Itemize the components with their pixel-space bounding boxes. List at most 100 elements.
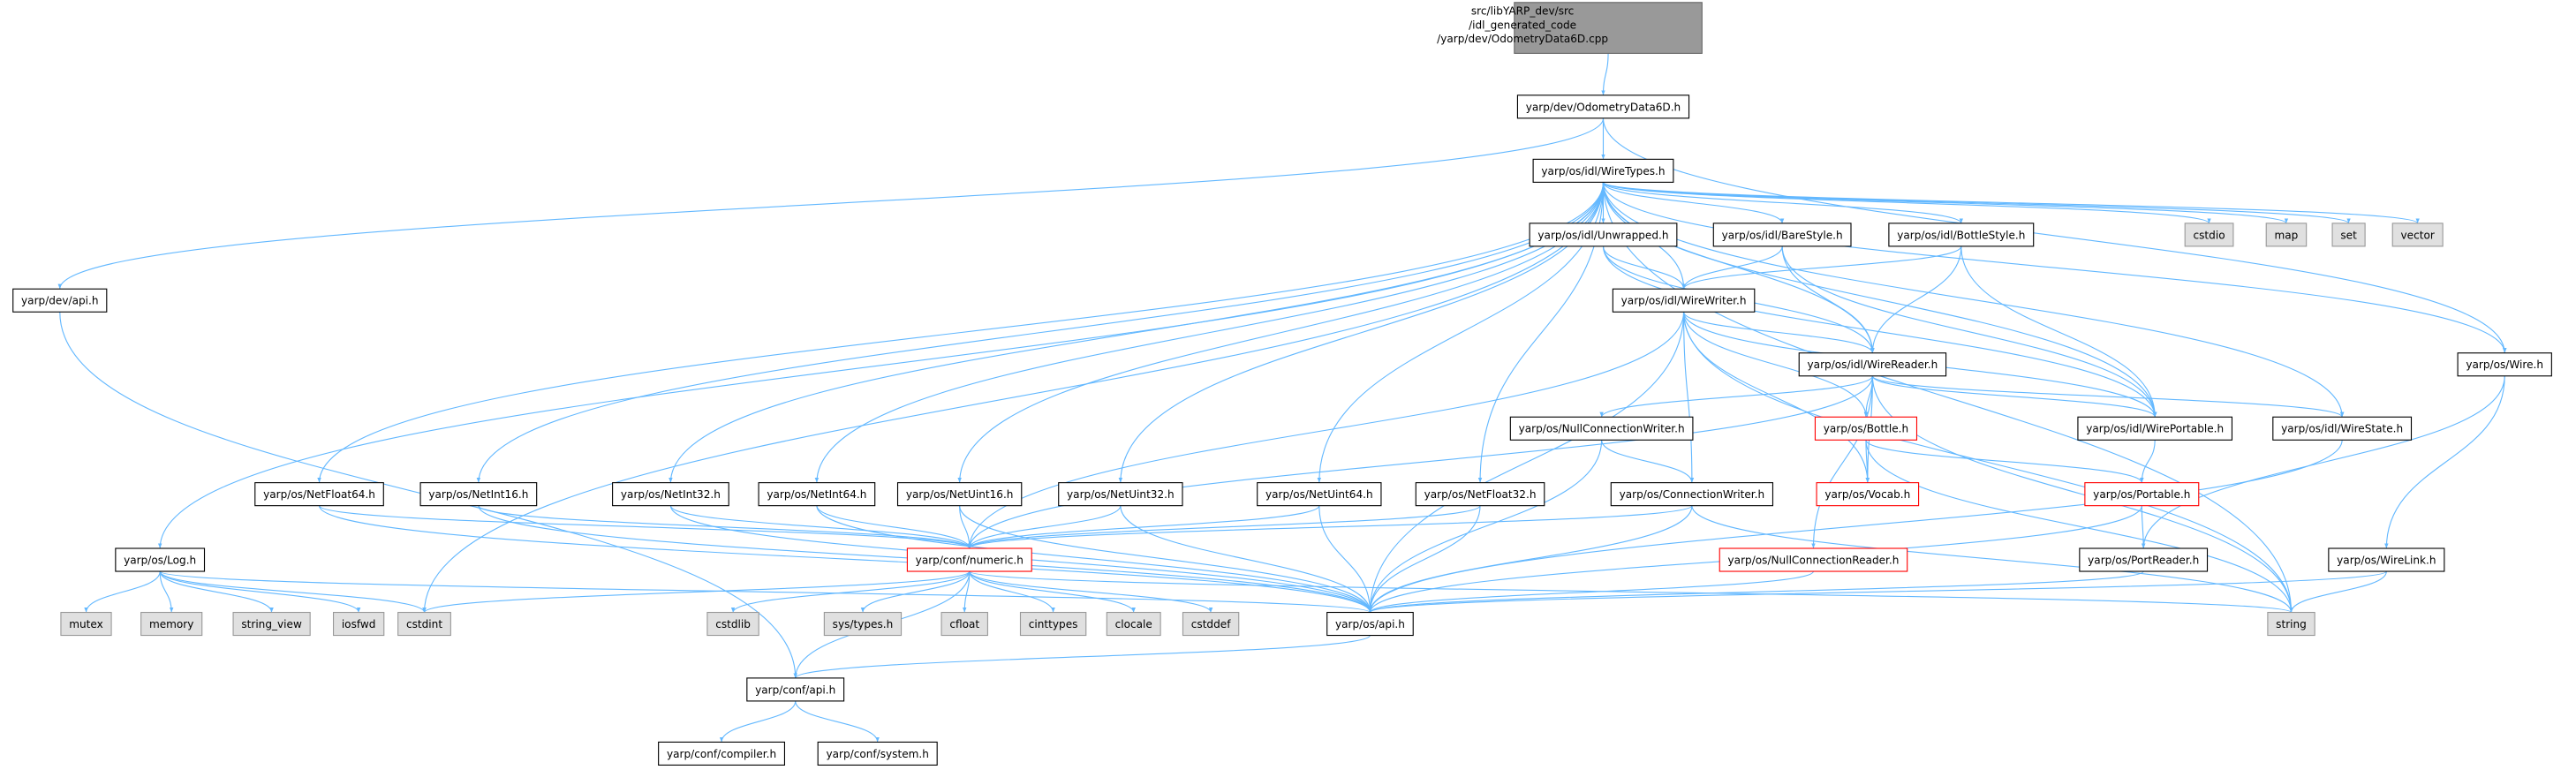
node-label: yarp/os/NetFloat64.h [263,488,375,501]
node-label: cstdio [2194,229,2225,241]
node-box [2265,223,2308,247]
node-box [140,611,203,637]
node-label: yarp/os/idl/BareStyle.h [1722,229,1843,241]
node-box [1888,223,2035,247]
node-box [658,741,786,766]
edge [159,570,427,613]
node: yarp/os/api.h [1326,611,1414,637]
node-box [1509,416,1694,441]
edge [1602,181,2211,224]
node-label: cstdint [406,618,442,630]
node-label: cstdlib [715,618,751,630]
node: yarp/os/NetUint16.h [896,482,1023,507]
node: yarp/os/Portable.h [2084,482,2200,507]
node: memory [140,611,203,637]
node-box [746,677,845,702]
node: cstddef [1182,611,1240,637]
node-box [232,611,311,637]
node-label: yarp/os/idl/WireReader.h [1808,359,1938,371]
node: yarp/os/WireLink.h [2328,547,2445,572]
node: vector [2391,223,2444,247]
node-box [706,611,759,637]
node-label: yarp/os/ConnectionWriter.h [1620,488,1765,501]
node-label: yarp/os/Wire.h [2466,359,2543,371]
edge [1871,375,2345,418]
edge [1870,245,1962,353]
edge [159,570,274,613]
edge [1602,181,2351,224]
node: mutex [60,611,112,637]
node-box [2272,416,2413,441]
edge [1781,245,2157,418]
node-label: yarp/os/idl/WireState.h [2281,423,2403,435]
node-box [1257,482,1382,507]
node: yarp/os/NetUint32.h [1058,482,1183,507]
node-label: yarp/os/Vocab.h [1824,488,1910,501]
node-box [2331,223,2366,247]
node-label: yarp/conf/numeric.h [916,554,1024,566]
node-box [1516,94,1690,119]
edge [1368,440,2343,613]
node-label: string [2276,618,2307,630]
edge [57,117,1605,290]
node-box [906,547,1032,572]
edge [969,570,1055,613]
node: sys/types.h [823,611,903,637]
node-label: yarp/os/idl/Unwrapped.h [1537,229,1668,241]
node-box [1182,611,1240,637]
node-box [254,482,384,507]
edge [969,570,2293,613]
edge [1602,245,1686,290]
edge [2141,375,2505,549]
edge [2141,505,2146,548]
node: yarp/os/PortReader.h [2079,547,2209,572]
edge [422,182,1605,613]
node: yarp/conf/compiler.h [658,741,786,766]
node-label: yarp/os/PortReader.h [2088,554,2199,566]
edge [1602,182,1785,224]
node-label: cfloat [949,618,979,630]
edge [1368,505,1481,613]
node-label: yarp/os/Log.h [124,554,196,566]
edge [1602,181,2420,224]
edge [1368,312,1685,613]
node-label: yarp/os/NetUint64.h [1265,488,1373,501]
nodes: src/libYARP_dev/src/idl_generated_code/y… [12,2,2552,766]
node-box [2328,547,2445,572]
node-box [1532,158,1674,183]
edge [1602,182,2293,613]
node: yarp/os/NetFloat64.h [254,482,384,507]
node-box [1106,611,1161,637]
edges [57,53,2507,743]
node: yarp/os/idl/Unwrapped.h [1529,223,1678,247]
edge [1683,312,1875,353]
node: yarp/os/NetUint64.h [1257,482,1382,507]
node: yarp/conf/numeric.h [906,547,1032,572]
edge [860,570,971,613]
edge [1683,312,2293,613]
edge [1601,440,1695,483]
node: yarp/os/idl/WireWriter.h [1612,288,1756,313]
node-box [1798,352,1947,377]
node-label: yarp/os/NullConnectionReader.h [1728,554,1900,566]
node: yarp/conf/api.h [746,677,845,702]
edge [1865,440,2144,483]
node-box [12,288,108,313]
node-label: map [2275,229,2299,241]
node-box [1814,416,1918,441]
node-label: vector [2401,229,2435,241]
edge [1865,440,2293,613]
node: iosfwd [332,611,385,637]
node-box [896,482,1023,507]
edge [969,570,1213,613]
node: yarp/os/idl/WireTypes.h [1532,158,1674,183]
node: yarp/dev/OdometryData6D.h [1516,94,1690,119]
edge [967,505,1693,549]
node-label: /yarp/dev/OdometryData6D.cpp [1437,33,1608,45]
node-box [397,611,451,637]
node: yarp/os/idl/BareStyle.h [1712,223,1852,247]
node: cstdint [397,611,451,637]
node-box [2084,482,2200,507]
node-box [2184,223,2234,247]
edge [967,375,1873,549]
